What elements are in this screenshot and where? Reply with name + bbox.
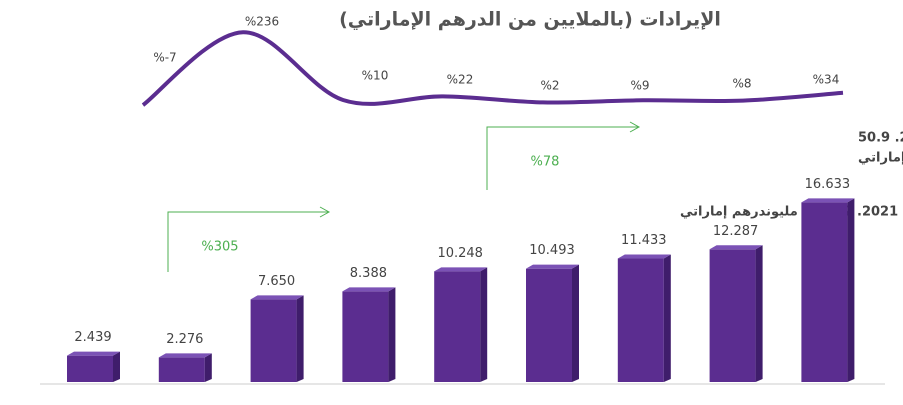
bar-side <box>113 351 120 382</box>
value-label: 11.433 <box>621 233 667 248</box>
bar-side <box>204 353 212 382</box>
arrow-head <box>319 206 331 218</box>
bar-side <box>663 254 671 382</box>
chart-title: الإيرادات (بالملايين من الدرهم الإماراتي… <box>339 9 721 31</box>
value-label: 2.276 <box>166 332 203 347</box>
value-label: 10.248 <box>437 246 483 261</box>
value-label: 10.493 <box>529 243 575 258</box>
bar-side <box>847 198 855 382</box>
bar-side <box>388 287 396 382</box>
annotation-growth: %305 <box>201 240 238 255</box>
arrow-head <box>629 121 641 133</box>
bar <box>158 357 205 382</box>
annotation: السنة المالية 2021. 28.562 مليوندرهم إما… <box>680 205 903 220</box>
bar-top <box>250 295 304 300</box>
bar-top <box>709 245 763 250</box>
bar <box>801 202 848 382</box>
bar <box>342 291 389 382</box>
growth-label: %10 <box>362 69 389 83</box>
growth-label: %2 <box>540 79 559 93</box>
growth-line <box>141 30 844 107</box>
growth-label: %-7 <box>153 51 176 65</box>
bar <box>250 299 297 382</box>
annotation: السنة المالية 2022. 50.9 <box>858 131 903 146</box>
bar <box>434 271 481 382</box>
connector <box>486 126 638 190</box>
value-label: 7.650 <box>258 274 295 289</box>
annotation-growth: %78 <box>531 155 560 170</box>
bar-top <box>617 254 671 259</box>
growth-label: %34 <box>813 73 840 87</box>
growth-label: %9 <box>630 79 649 93</box>
bar <box>67 355 113 382</box>
bar-side <box>572 264 579 382</box>
bar-side <box>480 267 488 382</box>
bar-top <box>434 267 488 272</box>
bar <box>709 249 756 382</box>
bar-top <box>158 353 212 358</box>
bar <box>617 258 664 382</box>
growth-label: %22 <box>447 73 474 87</box>
bar-top <box>801 198 855 203</box>
value-label: 8.388 <box>350 266 387 281</box>
annotation: مليار درهم إماراتي <box>858 151 903 166</box>
growth-label: %8 <box>732 77 751 91</box>
connector <box>167 211 328 272</box>
bar-top <box>526 264 579 269</box>
value-label: 16.633 <box>805 177 851 192</box>
bar-top <box>342 287 396 292</box>
bar <box>526 268 572 382</box>
growth-label: %236 <box>245 15 279 29</box>
bar-side <box>296 295 304 382</box>
value-label: 12.287 <box>713 224 759 239</box>
bar-top <box>67 351 120 356</box>
bar-side <box>755 245 763 382</box>
value-label: 2.439 <box>74 330 111 345</box>
